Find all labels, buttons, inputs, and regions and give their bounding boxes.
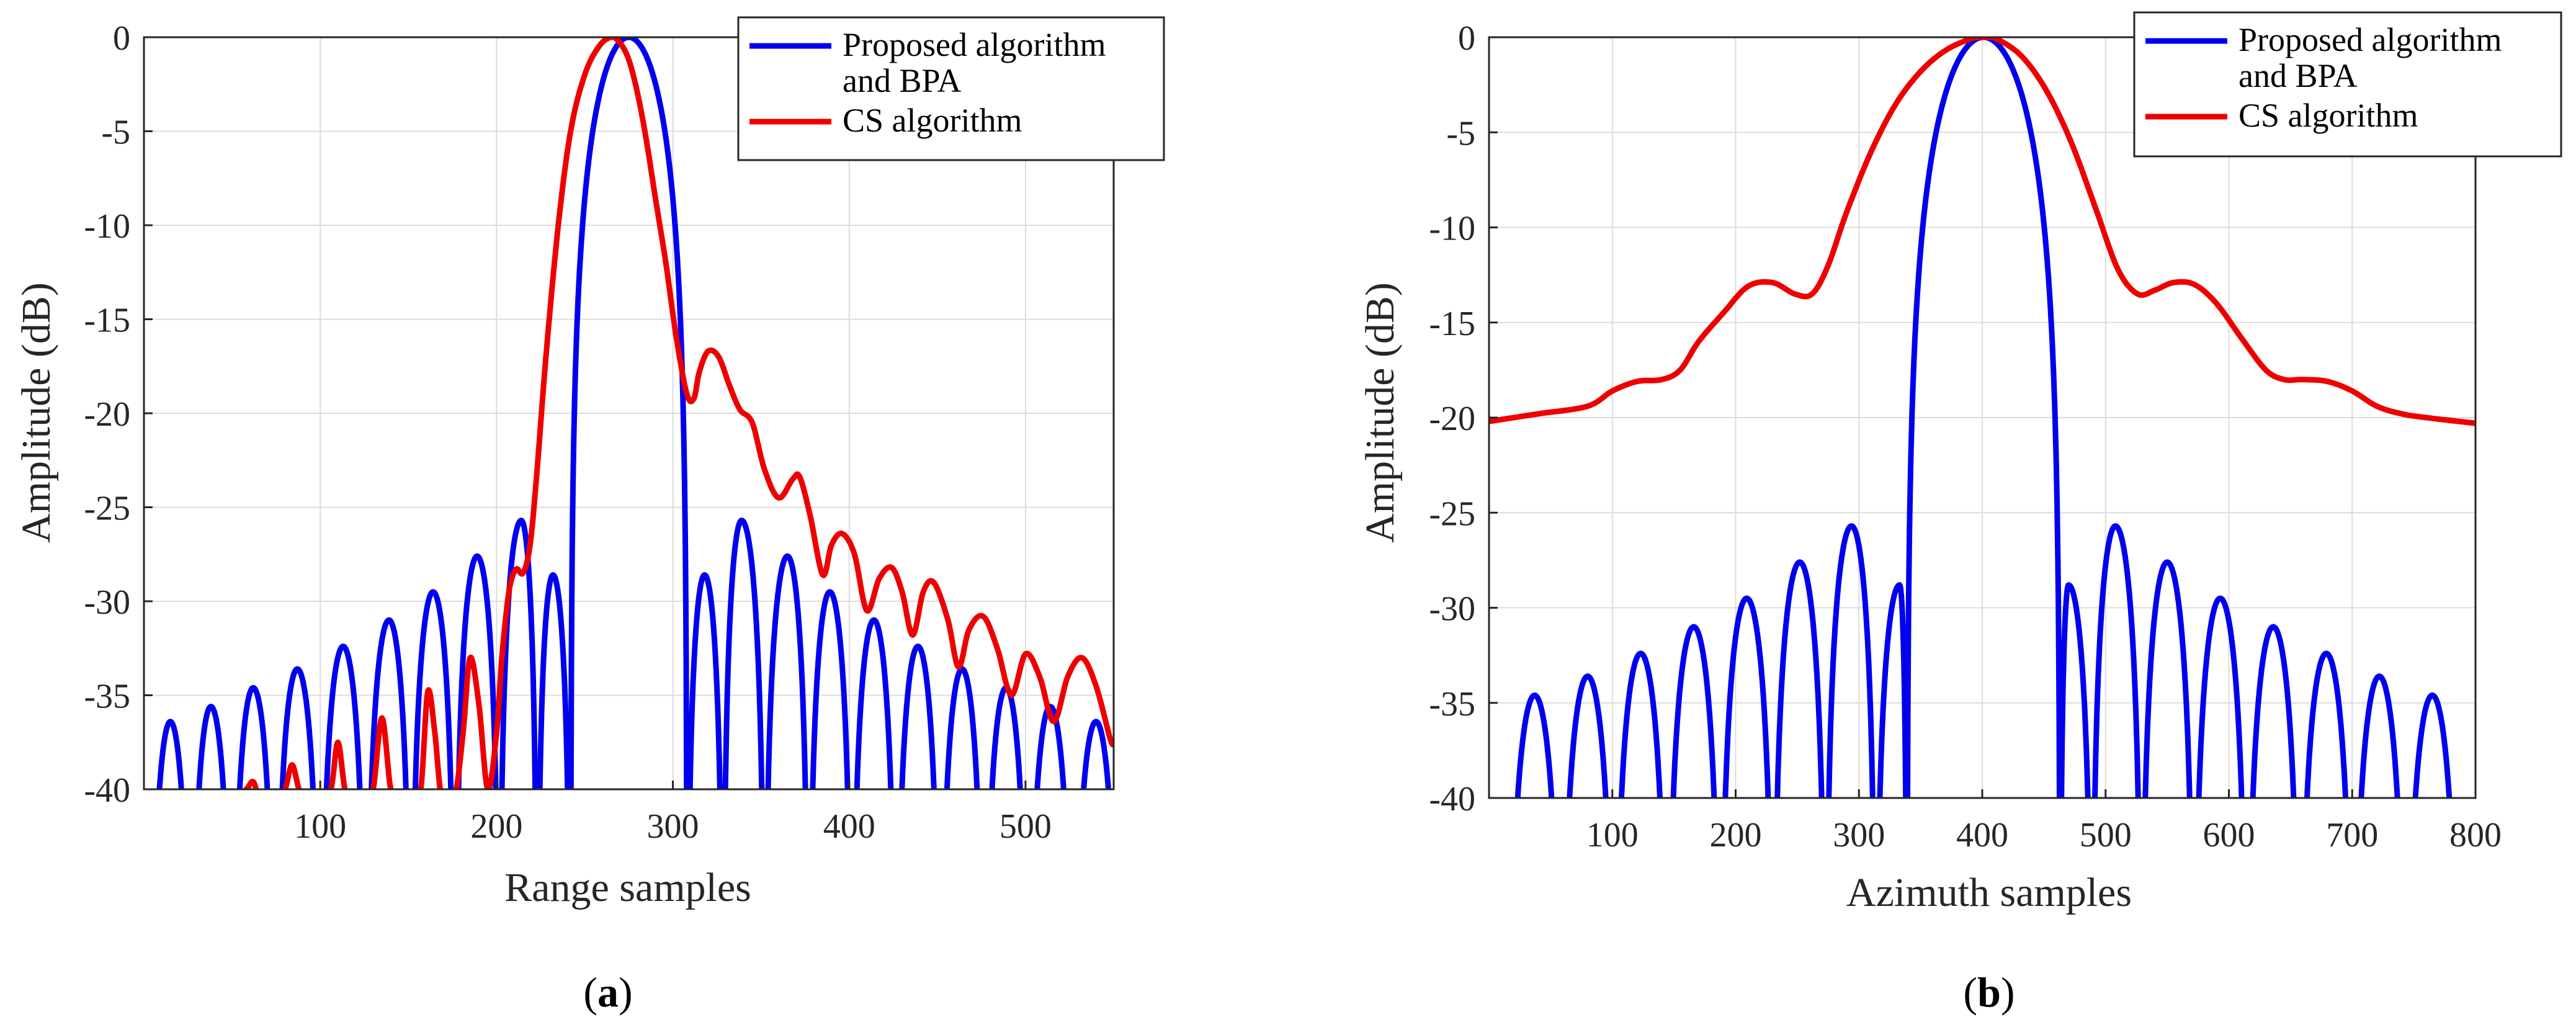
x-tick-label: 500 bbox=[2080, 816, 2132, 854]
caption-a-letter: a bbox=[597, 969, 619, 1016]
y-tick-label: -35 bbox=[84, 678, 130, 716]
y-tick-label: -15 bbox=[1429, 305, 1475, 343]
legend-label-line: Proposed algorithm bbox=[2238, 21, 2502, 58]
series-line-cs bbox=[243, 37, 1114, 789]
chart-a: 100 200 300 400 500 0 -5 -10 -15 -20 -25 -30 -35 -40 P… bbox=[84, 16, 1165, 846]
y-tick-label: -30 bbox=[84, 583, 130, 622]
y-tick-label: -15 bbox=[84, 302, 130, 340]
x-tick-label: 600 bbox=[2203, 816, 2255, 854]
y-tick-label: 0 bbox=[113, 19, 130, 58]
x-axis-label-a: Range samples bbox=[504, 865, 751, 910]
legend-label-line: CS algorithm bbox=[843, 102, 1022, 139]
y-tick-label: 0 bbox=[1458, 19, 1475, 58]
y-tick-label: -5 bbox=[1446, 114, 1475, 153]
y-tick-label: -10 bbox=[1429, 210, 1475, 248]
y-tick-label: -10 bbox=[84, 207, 130, 246]
y-tick-label: -20 bbox=[84, 395, 130, 434]
x-tick-label: 400 bbox=[823, 807, 875, 846]
legend-label-line: CS algorithm bbox=[2238, 97, 2418, 134]
y-tick-label: -40 bbox=[84, 771, 130, 810]
x-tick-label: 700 bbox=[2326, 816, 2378, 854]
y-tick-label: -30 bbox=[1429, 590, 1475, 629]
y-tick-label: -5 bbox=[101, 114, 130, 152]
x-tick-label: 300 bbox=[647, 807, 699, 846]
legend-label-line: and BPA bbox=[2238, 57, 2358, 94]
x-axis-label-b: Azimuth samples bbox=[1846, 870, 2132, 915]
caption-a-close: ) bbox=[619, 969, 633, 1016]
legend-box bbox=[737, 16, 1165, 161]
x-tick-label: 500 bbox=[1000, 807, 1052, 846]
x-tick-label: 200 bbox=[1710, 816, 1762, 854]
y-tick-label: -25 bbox=[84, 490, 130, 528]
caption-a: (a) bbox=[583, 969, 632, 1016]
y-tick-label: -35 bbox=[1429, 685, 1475, 724]
series-line-proposed bbox=[156, 37, 1112, 789]
x-tick-label: 100 bbox=[1586, 816, 1639, 854]
caption-a-open: ( bbox=[583, 969, 597, 1016]
x-tick-label: 800 bbox=[2449, 816, 2502, 854]
y-tick-label: -20 bbox=[1429, 400, 1475, 438]
chart-b: 100 200 300 400 500 600 700 800 0 -5 -10 -15 -20 -25 -… bbox=[1429, 11, 2562, 854]
x-tick-label: 100 bbox=[294, 807, 346, 846]
x-tick-label: 200 bbox=[470, 807, 522, 846]
y-axis-label-b: Amplitude (dB) bbox=[1357, 282, 1403, 543]
y-axis-label-a: Amplitude (dB) bbox=[14, 282, 59, 543]
legend-box bbox=[2133, 11, 2562, 158]
caption-b-letter: b bbox=[1977, 969, 2001, 1016]
plots-root: 100 200 300 400 500 0 -5 -10 -15 -20 -25 -30 -35 -40 P… bbox=[84, 11, 2562, 854]
caption-b-close: ) bbox=[2001, 969, 2015, 1016]
x-tick-label: 300 bbox=[1833, 816, 1885, 854]
series-line-cs bbox=[1489, 37, 2475, 426]
y-tick-label: -40 bbox=[1429, 780, 1475, 818]
caption-b: (b) bbox=[1963, 969, 2015, 1016]
legend-label-line: and BPA bbox=[843, 62, 962, 99]
caption-b-open: ( bbox=[1963, 969, 1977, 1016]
legend-label-line: Proposed algorithm bbox=[843, 26, 1106, 63]
x-tick-label: 400 bbox=[1956, 816, 2008, 854]
y-tick-label: -25 bbox=[1429, 495, 1475, 533]
